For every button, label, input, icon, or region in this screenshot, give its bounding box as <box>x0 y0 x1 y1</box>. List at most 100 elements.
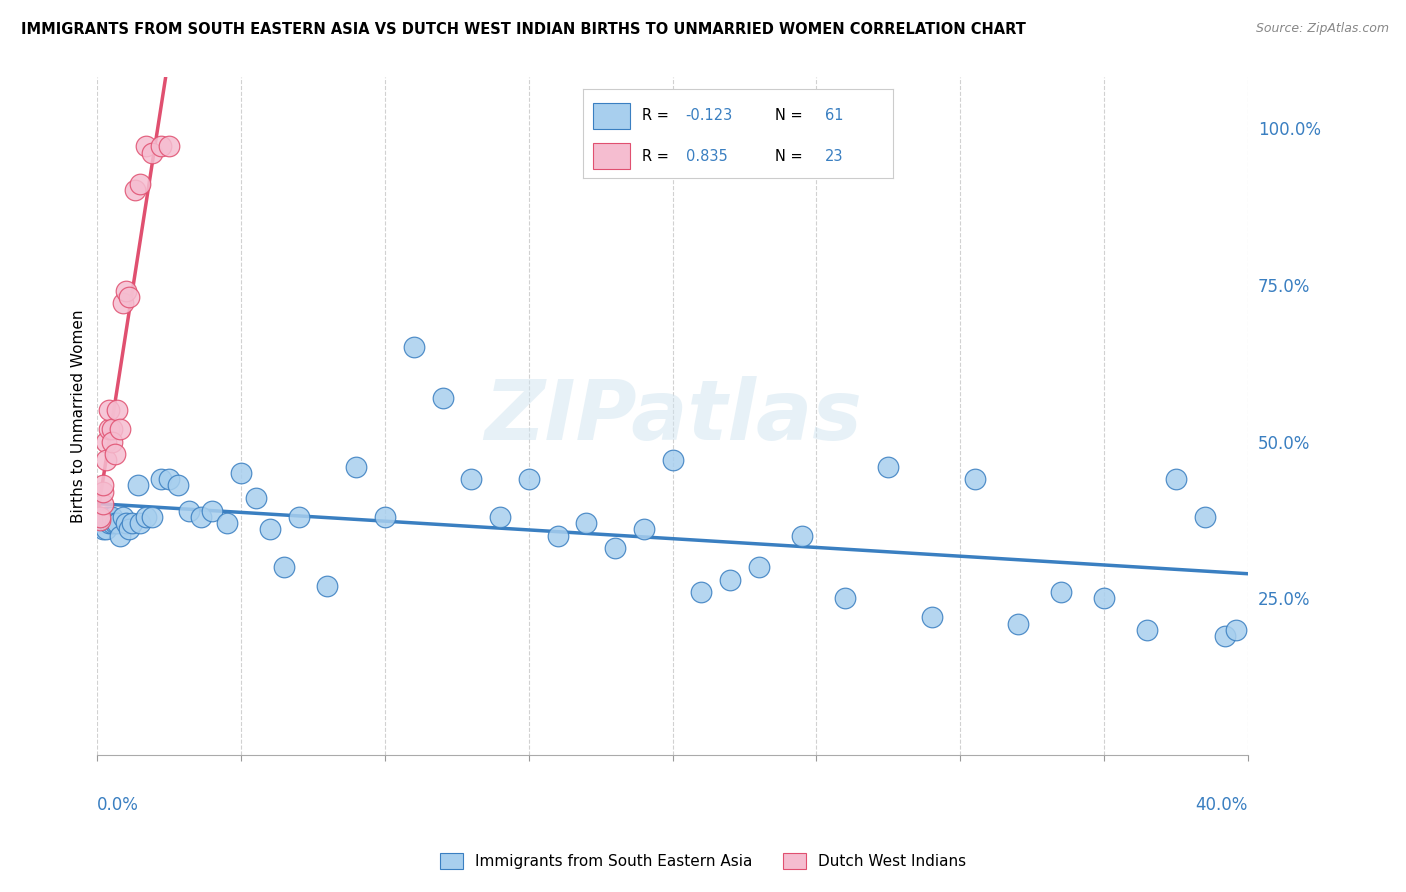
Text: 61: 61 <box>825 109 844 123</box>
Point <box>127 478 149 492</box>
Point <box>91 484 114 499</box>
Point <box>179 503 201 517</box>
Point <box>432 391 454 405</box>
Point <box>129 516 152 530</box>
Point <box>374 509 396 524</box>
Point <box>316 579 339 593</box>
Point <box>100 509 122 524</box>
Point <box>167 478 190 492</box>
Point <box>118 290 141 304</box>
Point <box>97 509 120 524</box>
Point <box>89 513 111 527</box>
Point <box>115 516 138 530</box>
Point <box>91 516 114 530</box>
Text: ZIPatlas: ZIPatlas <box>484 376 862 457</box>
Text: 23: 23 <box>825 149 844 163</box>
Point <box>877 459 900 474</box>
Point <box>121 516 143 530</box>
Text: N =: N = <box>775 149 807 163</box>
Point <box>344 459 367 474</box>
Point <box>97 516 120 530</box>
Point <box>110 422 132 436</box>
Point <box>110 529 132 543</box>
Point <box>690 585 713 599</box>
Point <box>89 509 111 524</box>
Point <box>149 139 172 153</box>
Point <box>94 434 117 449</box>
Point <box>91 478 114 492</box>
Point <box>115 284 138 298</box>
Point <box>97 422 120 436</box>
Text: Source: ZipAtlas.com: Source: ZipAtlas.com <box>1256 22 1389 36</box>
Point <box>149 472 172 486</box>
Point <box>1213 629 1236 643</box>
Point <box>157 139 180 153</box>
Point <box>190 509 212 524</box>
Point <box>489 509 512 524</box>
Point <box>94 522 117 536</box>
Point <box>104 447 127 461</box>
Point <box>575 516 598 530</box>
Point <box>104 516 127 530</box>
Text: 0.0%: 0.0% <box>97 796 139 814</box>
Text: 0.835: 0.835 <box>686 149 727 163</box>
Point <box>100 516 122 530</box>
Point <box>547 529 569 543</box>
Point <box>1194 509 1216 524</box>
Point <box>661 453 683 467</box>
Point <box>97 403 120 417</box>
Point <box>834 591 856 606</box>
Point <box>718 573 741 587</box>
Point <box>107 403 129 417</box>
Text: IMMIGRANTS FROM SOUTH EASTERN ASIA VS DUTCH WEST INDIAN BIRTHS TO UNMARRIED WOME: IMMIGRANTS FROM SOUTH EASTERN ASIA VS DU… <box>21 22 1026 37</box>
Point <box>1164 472 1187 486</box>
Point <box>402 340 425 354</box>
Point <box>273 560 295 574</box>
Point <box>129 177 152 191</box>
Point <box>100 434 122 449</box>
Point <box>201 503 224 517</box>
Point <box>963 472 986 486</box>
Point <box>141 509 163 524</box>
Point <box>245 491 267 505</box>
Point <box>1225 623 1247 637</box>
FancyBboxPatch shape <box>593 143 630 169</box>
Text: N =: N = <box>775 109 807 123</box>
Point <box>89 509 111 524</box>
Point <box>215 516 238 530</box>
Point <box>107 516 129 530</box>
Point <box>135 139 157 153</box>
Point <box>141 145 163 160</box>
Point <box>1050 585 1073 599</box>
Text: R =: R = <box>643 109 673 123</box>
Point <box>287 509 309 524</box>
Point <box>790 529 813 543</box>
Point <box>100 422 122 436</box>
Point <box>1092 591 1115 606</box>
Point <box>135 509 157 524</box>
Y-axis label: Births to Unmarried Women: Births to Unmarried Women <box>72 310 86 523</box>
Point <box>112 509 135 524</box>
Point <box>118 522 141 536</box>
Point <box>605 541 627 556</box>
Point <box>157 472 180 486</box>
Point <box>91 497 114 511</box>
FancyBboxPatch shape <box>593 103 630 129</box>
Text: 40.0%: 40.0% <box>1195 796 1249 814</box>
Point <box>921 610 943 624</box>
Point <box>633 522 655 536</box>
Point <box>517 472 540 486</box>
Point <box>124 183 146 197</box>
Text: R =: R = <box>643 149 673 163</box>
Point <box>94 509 117 524</box>
Point <box>1007 616 1029 631</box>
Text: -0.123: -0.123 <box>686 109 733 123</box>
Point <box>94 453 117 467</box>
Point <box>748 560 770 574</box>
Point <box>259 522 281 536</box>
Legend: Immigrants from South Eastern Asia, Dutch West Indians: Immigrants from South Eastern Asia, Dutc… <box>433 847 973 875</box>
Point <box>112 296 135 310</box>
Point <box>91 522 114 536</box>
Point <box>1136 623 1159 637</box>
Point <box>231 466 253 480</box>
